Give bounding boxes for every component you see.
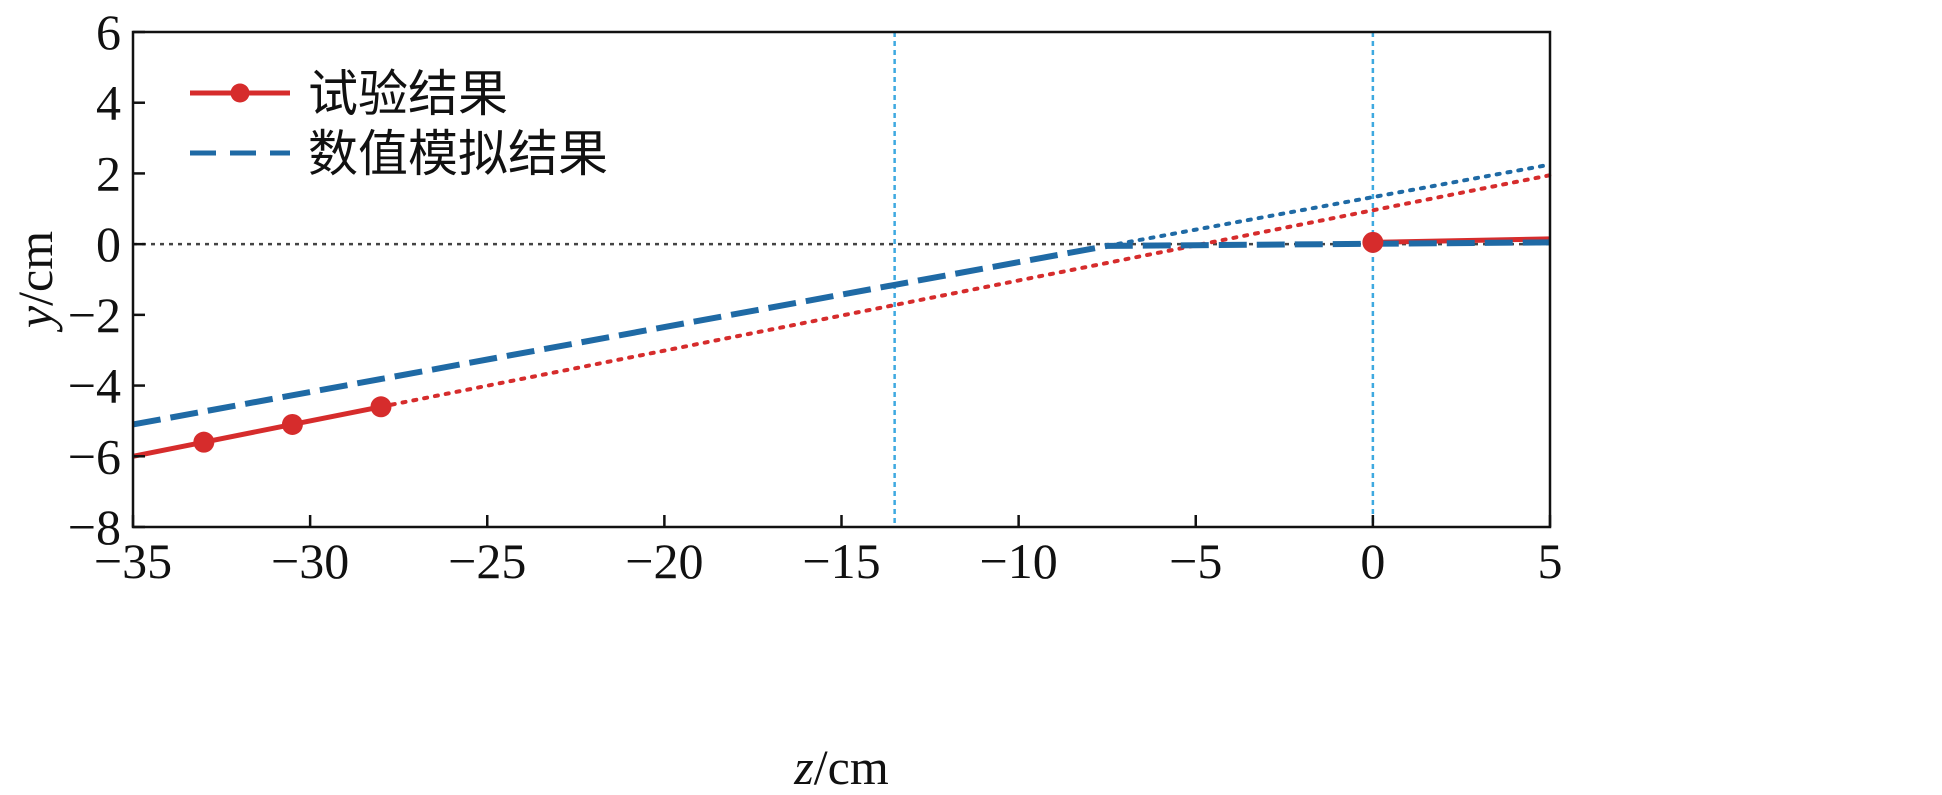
y-tick-label: −6 (68, 428, 121, 484)
x-tick-label: −30 (271, 533, 349, 589)
x-tick-label: −10 (980, 533, 1058, 589)
x-tick-label: 0 (1360, 533, 1385, 589)
x-tick-label: −35 (94, 533, 172, 589)
series-1-line-0 (132, 239, 1551, 428)
series-markers (193, 231, 1384, 453)
y-tick-label: 4 (96, 75, 121, 131)
y-tick-label: −4 (68, 358, 121, 414)
x-axis-var: z (793, 739, 813, 795)
x-tick-label: 5 (1538, 533, 1563, 589)
y-axis-unit: /cm (7, 231, 63, 306)
series-0-line-0 (132, 404, 382, 459)
x-tick-label: −25 (448, 533, 526, 589)
legend-marker-experiment (230, 83, 250, 103)
y-tick-label: 6 (96, 4, 121, 60)
y-tick-label: −2 (68, 287, 121, 343)
y-axis-var: y (7, 305, 63, 333)
series-0-point-0 (193, 431, 215, 453)
series-0-point-3 (1362, 231, 1384, 253)
x-tick-label: −20 (625, 533, 703, 589)
legend: 试验结果 数值模拟结果 (190, 65, 608, 183)
y-axis-title: y/cm (7, 231, 63, 333)
y-tick-label: 2 (96, 145, 121, 201)
legend-label-simulation: 数值模拟结果 (308, 125, 608, 183)
series-1-extrapolation (1105, 162, 1552, 248)
x-axis-title: z/cm (793, 739, 889, 795)
y-tick-label: −8 (68, 499, 121, 555)
series-0-extrapolation (378, 173, 1552, 409)
series-0-point-1 (281, 413, 303, 435)
series-0-point-2 (370, 396, 392, 418)
x-tick-label: −15 (802, 533, 880, 589)
x-tick-label: −5 (1169, 533, 1222, 589)
legend-label-experiment: 试验结果 (308, 65, 508, 123)
y-tick-label: 0 (96, 216, 121, 272)
series-lines (132, 236, 1551, 459)
extrapolation-lines (378, 162, 1552, 409)
x-axis-unit: /cm (814, 739, 889, 795)
